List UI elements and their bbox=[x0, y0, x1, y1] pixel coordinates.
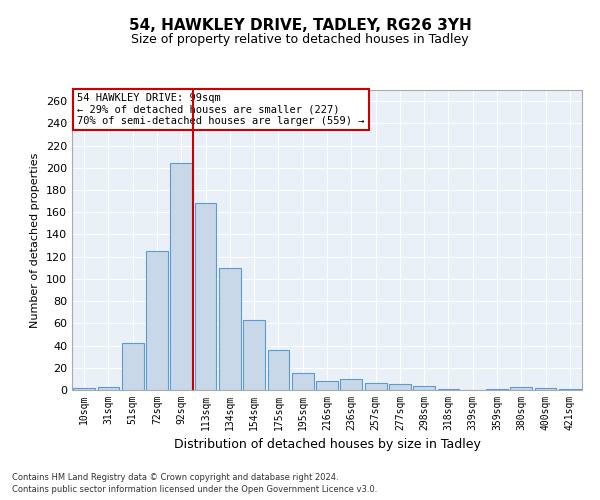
Bar bbox=[268, 350, 289, 390]
Text: 54 HAWKLEY DRIVE: 99sqm
← 29% of detached houses are smaller (227)
70% of semi-d: 54 HAWKLEY DRIVE: 99sqm ← 29% of detache… bbox=[77, 93, 365, 126]
Bar bbox=[437, 389, 460, 390]
Bar bbox=[97, 386, 119, 390]
Text: Contains HM Land Registry data © Crown copyright and database right 2024.: Contains HM Land Registry data © Crown c… bbox=[12, 472, 338, 482]
Y-axis label: Number of detached properties: Number of detached properties bbox=[31, 152, 40, 328]
Bar bbox=[535, 388, 556, 390]
Bar bbox=[559, 389, 581, 390]
Bar bbox=[219, 268, 241, 390]
Bar bbox=[413, 386, 435, 390]
Text: Size of property relative to detached houses in Tadley: Size of property relative to detached ho… bbox=[131, 32, 469, 46]
Text: 54, HAWKLEY DRIVE, TADLEY, RG26 3YH: 54, HAWKLEY DRIVE, TADLEY, RG26 3YH bbox=[128, 18, 472, 32]
Bar bbox=[486, 389, 508, 390]
Text: Contains public sector information licensed under the Open Government Licence v3: Contains public sector information licen… bbox=[12, 485, 377, 494]
Bar bbox=[194, 204, 217, 390]
Bar bbox=[340, 379, 362, 390]
Bar bbox=[292, 374, 314, 390]
Bar bbox=[73, 388, 95, 390]
X-axis label: Distribution of detached houses by size in Tadley: Distribution of detached houses by size … bbox=[173, 438, 481, 452]
Bar bbox=[170, 164, 192, 390]
Bar bbox=[365, 384, 386, 390]
Bar bbox=[122, 344, 143, 390]
Bar bbox=[389, 384, 411, 390]
Bar bbox=[316, 381, 338, 390]
Bar bbox=[243, 320, 265, 390]
Bar bbox=[511, 386, 532, 390]
Bar bbox=[146, 251, 168, 390]
